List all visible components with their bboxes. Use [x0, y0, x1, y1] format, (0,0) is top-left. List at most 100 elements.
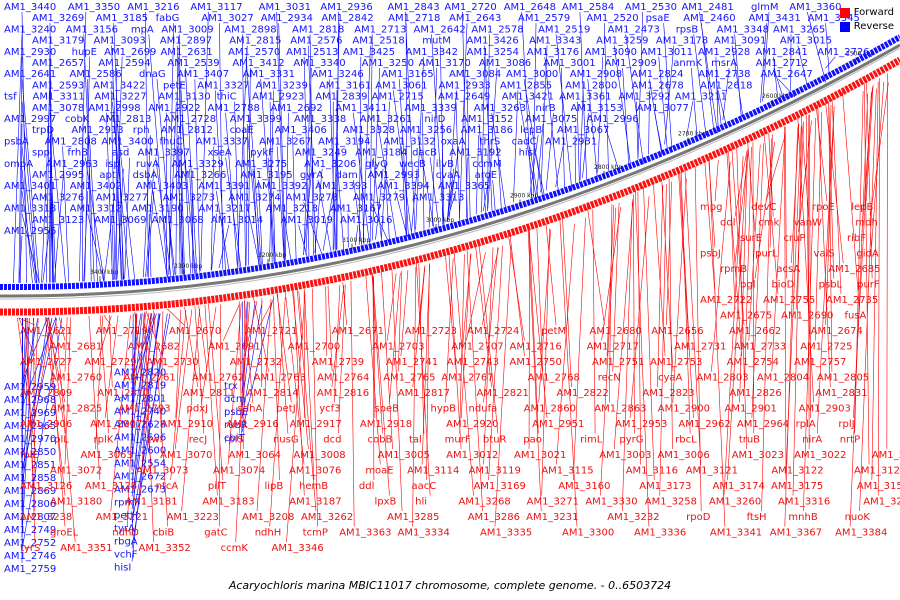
reverse-gene-labels: AM1_3440 AM1_3350 AM1_3216 AM1_3117 AM1_3031… [4, 2, 870, 575]
reverse-gene-label: AM1_2673 [114, 484, 166, 495]
reverse-leader-line [149, 213, 152, 278]
reverse-leader-line [428, 202, 431, 228]
reverse-gene-label: AM1_2519 [538, 24, 590, 35]
reverse-gene-label: AM1_2576 [290, 36, 342, 47]
forward-leader-line [386, 273, 397, 341]
forward-gene-label: AM1_2906 [20, 419, 72, 430]
forward-leader-line [99, 315, 112, 357]
forward-leader-line [160, 311, 164, 434]
forward-gene-label: AM1_3384 [835, 528, 887, 539]
reverse-leader-line [303, 157, 314, 255]
reverse-leader-line [169, 224, 176, 276]
reverse-leader-line [466, 79, 471, 218]
forward-leader-line [327, 285, 333, 372]
forward-leader-line [34, 317, 39, 388]
forward-gene-label: AM1_3231 [526, 512, 578, 523]
forward-gene-label: AM1_3008 [293, 450, 345, 461]
forward-gene-label: nusG [273, 435, 299, 446]
forward-gene-label: AM1_3316 [778, 497, 830, 508]
forward-gene-label: AM1_2761 [123, 373, 175, 384]
forward-gene-label: petM [541, 326, 566, 337]
reverse-gene-label: AM1_2813 [99, 114, 151, 125]
forward-leader-line [415, 262, 431, 496]
reverse-gene-label: AM1_3068 [152, 215, 204, 226]
reverse-gene-label: AM1_2692 [270, 103, 322, 114]
reverse-gene-label: AM1_3338 [294, 114, 346, 125]
reverse-leader-line [658, 56, 668, 151]
forward-leader-line [528, 226, 548, 419]
reverse-leader-line [215, 191, 230, 271]
forward-gene-label: AM1_2703 [372, 342, 424, 353]
reverse-leader-line [18, 235, 23, 284]
reverse-gene-label: AM1_3179 [32, 36, 84, 47]
reverse-gene-leader-lines [13, 11, 836, 564]
forward-gene-label: AM1_2707 [451, 342, 503, 353]
reverse-leader-line [717, 90, 727, 126]
forward-leader-line [494, 243, 512, 527]
reverse-leader-line [579, 90, 584, 180]
reverse-gene-label: AM1_2969 [4, 408, 56, 419]
reverse-leader-line [625, 34, 644, 164]
reverse-gene-label: AM1_2593 [32, 80, 84, 91]
reverse-leader-line [111, 45, 123, 281]
reverse-leader-line [246, 202, 260, 266]
reverse-leader-line [307, 45, 317, 256]
reverse-gene-label: AM1_3178 [656, 36, 708, 47]
reverse-gene-label: AM1_3195 [240, 170, 292, 181]
forward-gene-label: AM1_3169 [474, 481, 526, 492]
forward-leader-line [572, 217, 586, 481]
reverse-gene-label: AM1_3016 [340, 215, 392, 226]
forward-leader-line [684, 166, 702, 465]
reverse-gene-label: AM1_3019 [281, 215, 333, 226]
reverse-gene-label: AM1_2672 [114, 471, 166, 482]
forward-gene-label: tcmP [303, 528, 328, 539]
reverse-gene-label: coaE [230, 125, 254, 136]
reverse-gene-label: tsf [4, 92, 17, 103]
forward-leader-line [201, 306, 217, 403]
forward-leader-line [48, 317, 66, 527]
reverse-gene-label: AM1_2993 [368, 170, 420, 181]
forward-leader-line [726, 147, 743, 357]
forward-leader-line [184, 307, 199, 388]
reverse-gene-label: psbE [224, 407, 248, 418]
reverse-leader-line [131, 313, 142, 367]
forward-gene-label: lpxB [375, 497, 397, 508]
reverse-leader-line [604, 123, 620, 173]
reverse-gene-label: thrS [480, 136, 501, 147]
reverse-gene-label: ilvB [436, 159, 454, 170]
forward-leader-line [48, 317, 66, 434]
forward-gene-label: AM1_2805 [817, 373, 869, 384]
forward-gene-label: AM1_2816 [317, 388, 369, 399]
forward-leader-line [412, 267, 417, 527]
forward-leader-line [877, 78, 881, 496]
reverse-gene-label: AM1_2851 [4, 460, 56, 471]
reverse-gene-label: AM1_2649 [438, 92, 490, 103]
reverse-leader-line [21, 318, 35, 538]
forward-leader-line [769, 134, 773, 248]
reverse-leader-line [168, 101, 177, 275]
forward-gene-label: AM1_3221 [96, 512, 148, 523]
forward-gene-label: hemB [299, 481, 328, 492]
forward-gene-label: AM1_3128 [85, 481, 137, 492]
forward-gene-label: AM1_3119 [469, 466, 521, 477]
reverse-leader-line [597, 56, 604, 173]
reverse-leader-line [49, 135, 57, 283]
forward-gene-label: btuR [483, 435, 507, 446]
forward-gene-label: cruP [783, 233, 805, 244]
forward-gene-label: ddl [720, 218, 735, 229]
forward-leader-line [668, 178, 673, 450]
forward-gene-label: surE [740, 233, 762, 244]
reverse-gene-label: AM1_3274 [229, 192, 281, 203]
forward-gene-label: speB [374, 404, 399, 415]
reverse-gene-label: AM1_2923 [252, 92, 304, 103]
reverse-gene-label: AM1_3391 [198, 181, 250, 192]
forward-gene-label: ccmK [221, 543, 249, 554]
reverse-leader-line [329, 79, 337, 252]
forward-gene-label: AM1_3073 [136, 466, 188, 477]
forward-leader-line [613, 202, 634, 450]
reverse-leader-line [185, 67, 198, 274]
reverse-leader-line [529, 135, 539, 196]
forward-leader-line [286, 294, 306, 543]
reverse-leader-line [119, 146, 124, 280]
reverse-gene-label: AM1_3206 [304, 159, 356, 170]
